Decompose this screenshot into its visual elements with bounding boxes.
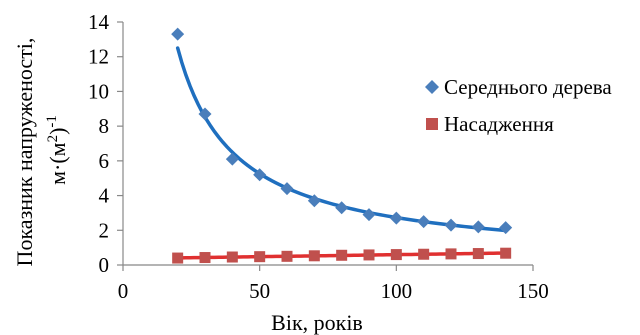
legend-label-series-2: Насадження: [444, 112, 554, 136]
data-point-series-1: [307, 194, 321, 208]
y-unit-close: ): [45, 128, 70, 135]
y-tick-label: 6: [99, 149, 110, 173]
x-tick-label: 150: [517, 279, 549, 303]
legend-label-series-1: Середнього дерева: [444, 75, 612, 99]
data-point-series-1: [253, 168, 267, 182]
data-point-series-1: [198, 107, 212, 121]
y-tick-label: 14: [88, 10, 110, 34]
data-point-series-2: [390, 249, 402, 261]
data-point-series-2: [281, 250, 293, 262]
legend-item-series-1: Середнього дерева: [425, 75, 612, 99]
legend: Середнього дерева Насадження: [425, 75, 612, 136]
data-point-series-1: [499, 221, 513, 235]
data-point-series-2: [500, 247, 512, 259]
y-unit-sup-outer: -1: [44, 115, 60, 128]
x-tick-label: 100: [381, 279, 413, 303]
legend-marker-diamond: [425, 80, 439, 94]
data-point-series-2: [336, 249, 348, 261]
x-tick-label: 50: [249, 279, 270, 303]
y-unit-base: м·(м: [45, 142, 70, 185]
y-axis-title-unit: м·(м2)-1: [44, 115, 70, 185]
y-tick-label: 2: [99, 218, 110, 242]
y-unit-sup-inner: 2: [45, 135, 61, 143]
data-points: [171, 27, 513, 264]
data-point-series-2: [172, 252, 184, 264]
y-axis-title: Показник напруженості,: [12, 38, 37, 267]
x-tick-label: 0: [118, 279, 129, 303]
data-point-series-2: [254, 251, 266, 263]
data-point-series-2: [363, 249, 375, 261]
y-tick-label: 8: [99, 114, 110, 138]
data-point-series-2: [418, 248, 430, 260]
data-point-series-1: [335, 201, 349, 215]
y-tick-label: 12: [88, 45, 109, 69]
y-tick-label: 0: [99, 253, 110, 277]
data-point-series-1: [417, 215, 431, 229]
axes: [117, 21, 534, 271]
tick-labels: 0 2 4 6 8 10 12 14 0 50 100 150: [88, 10, 549, 303]
data-point-series-1: [444, 218, 458, 232]
data-point-series-1: [225, 152, 239, 166]
data-point-series-2: [199, 252, 211, 264]
legend-item-series-2: Насадження: [426, 112, 554, 136]
data-point-series-1: [171, 27, 185, 41]
data-point-series-1: [280, 182, 294, 196]
y-tick-label: 10: [88, 79, 109, 103]
data-point-series-2: [472, 248, 484, 260]
data-point-series-2: [308, 250, 320, 262]
legend-marker-square: [426, 118, 438, 130]
data-point-series-2: [226, 251, 238, 263]
y-tick-label: 4: [99, 184, 110, 208]
data-point-series-2: [445, 248, 457, 260]
data-point-series-1: [362, 208, 376, 222]
x-axis-title: Вік, років: [271, 310, 363, 335]
data-point-series-1: [471, 220, 485, 234]
data-point-series-1: [389, 211, 403, 225]
